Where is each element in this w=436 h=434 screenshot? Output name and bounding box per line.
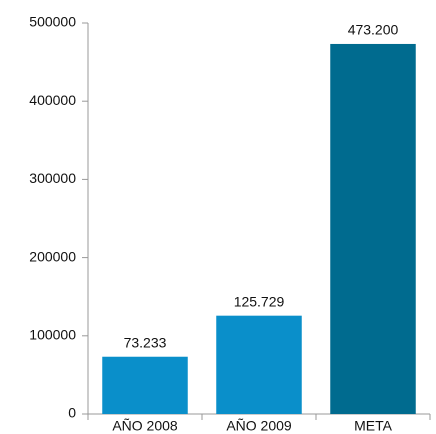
y-tick-label: 0: [68, 405, 76, 421]
y-tick-label: 400000: [29, 92, 76, 108]
x-tick-label: AÑO 2008: [112, 418, 178, 434]
y-tick-label: 300000: [29, 170, 76, 186]
value-label: 73.233: [124, 334, 167, 350]
y-tick-label: 200000: [29, 248, 76, 264]
y-tick-label: 500000: [29, 14, 76, 30]
value-label: 125.729: [234, 293, 285, 309]
x-tick-label: AÑO 2009: [226, 418, 292, 434]
x-tick-label: META: [354, 418, 393, 434]
bar: [330, 43, 416, 414]
value-label: 473.200: [348, 22, 399, 38]
bar: [102, 356, 188, 414]
y-tick-label: 100000: [29, 327, 76, 343]
bar: [216, 315, 302, 414]
